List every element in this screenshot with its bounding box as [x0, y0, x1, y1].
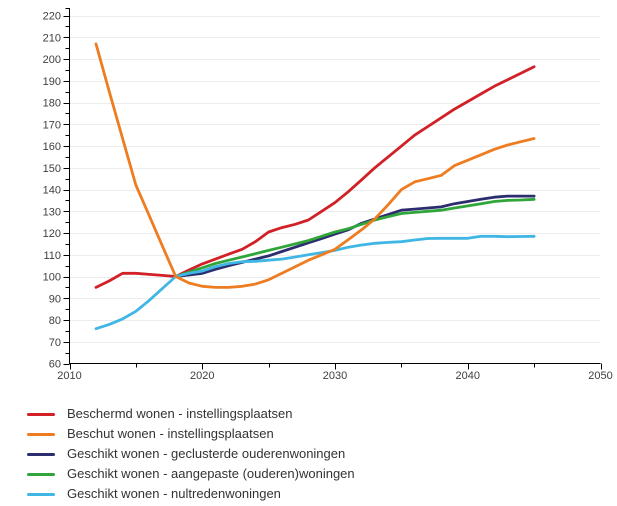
- legend-label-nultredenwoningen: Geschikt wonen - nultredenwoningen: [67, 486, 281, 501]
- svg-text:150: 150: [43, 163, 61, 175]
- legend-item-aangepaste-woningen[interactable]: Geschikt wonen - aangepaste (ouderen)won…: [27, 464, 355, 484]
- gridlines: [69, 16, 601, 343]
- legend-swatch-beschermd-wonen: [27, 412, 55, 416]
- legend-item-nultredenwoningen[interactable]: Geschikt wonen - nultredenwoningen: [27, 484, 355, 504]
- x-tick-labels: 2010 2020 2030 2040 2050: [57, 370, 612, 382]
- legend-label-beschermd-wonen: Beschermd wonen - instellingsplaatsen: [67, 406, 293, 421]
- svg-text:2040: 2040: [456, 370, 480, 382]
- series-line-geschikt-wonen-aangepaste-ouderen-woningen: [174, 197, 536, 278]
- legend-label-geclusterde-ouderenwoningen: Geschikt wonen - geclusterde ouderenwoni…: [67, 446, 346, 461]
- svg-text:80: 80: [49, 315, 61, 327]
- svg-text:160: 160: [43, 141, 61, 153]
- svg-text:190: 190: [43, 76, 61, 88]
- svg-text:220: 220: [43, 11, 61, 23]
- legend-label-beschut-wonen: Beschut wonen - instellingsplaatsen: [67, 426, 274, 441]
- svg-text:2050: 2050: [588, 370, 612, 382]
- axis-lines: [69, 8, 601, 364]
- legend-swatch-geclusterde-ouderenwoningen: [27, 452, 55, 456]
- line-chart: 60 70 80 90 100 110 120 130 140 150 160 170 180 190 20…: [43, 8, 613, 382]
- legend-item-geclusterde-ouderenwoningen[interactable]: Geschikt wonen - geclusterde ouderenwoni…: [27, 444, 355, 464]
- svg-text:140: 140: [43, 185, 61, 197]
- series-lines: [94, 42, 536, 331]
- legend-swatch-aangepaste-woningen: [27, 472, 55, 476]
- chart-legend: Beschermd wonen - instellingsplaatsen Be…: [27, 404, 355, 504]
- legend-swatch-beschut-wonen: [27, 432, 55, 436]
- x-axis-ticks: [70, 363, 602, 370]
- svg-text:130: 130: [43, 206, 61, 218]
- legend-swatch-nultredenwoningen: [27, 492, 55, 496]
- svg-text:60: 60: [49, 359, 61, 371]
- series-line-geschikt-wonen-nultredenwoningen: [94, 234, 536, 331]
- svg-text:170: 170: [43, 119, 61, 131]
- svg-text:70: 70: [49, 337, 61, 349]
- axes: [63, 8, 602, 370]
- y-axis-ticks: [63, 8, 70, 365]
- svg-text:100: 100: [43, 272, 61, 284]
- svg-text:2020: 2020: [190, 370, 214, 382]
- svg-text:120: 120: [43, 228, 61, 240]
- svg-text:180: 180: [43, 98, 61, 110]
- svg-text:210: 210: [43, 32, 61, 44]
- svg-text:2010: 2010: [57, 370, 81, 382]
- svg-text:2030: 2030: [323, 370, 347, 382]
- legend-item-beschut-wonen[interactable]: Beschut wonen - instellingsplaatsen: [27, 424, 355, 444]
- legend-item-beschermd-wonen[interactable]: Beschermd wonen - instellingsplaatsen: [27, 404, 355, 424]
- series-line-beschermd-wonen-instellingsplaatsen: [94, 65, 536, 289]
- legend-label-aangepaste-woningen: Geschikt wonen - aangepaste (ouderen)won…: [67, 466, 355, 481]
- svg-text:200: 200: [43, 54, 61, 66]
- series-line-beschut-wonen-instellingsplaatsen: [94, 42, 536, 289]
- line-chart-svg: 60 70 80 90 100 110 120 130 140 150 160 170 180 190 20…: [43, 8, 613, 382]
- svg-text:90: 90: [49, 293, 61, 305]
- svg-text:110: 110: [43, 250, 61, 262]
- y-tick-labels: 60 70 80 90 100 110 120 130 140 150 160 170 180 190 20…: [43, 11, 61, 371]
